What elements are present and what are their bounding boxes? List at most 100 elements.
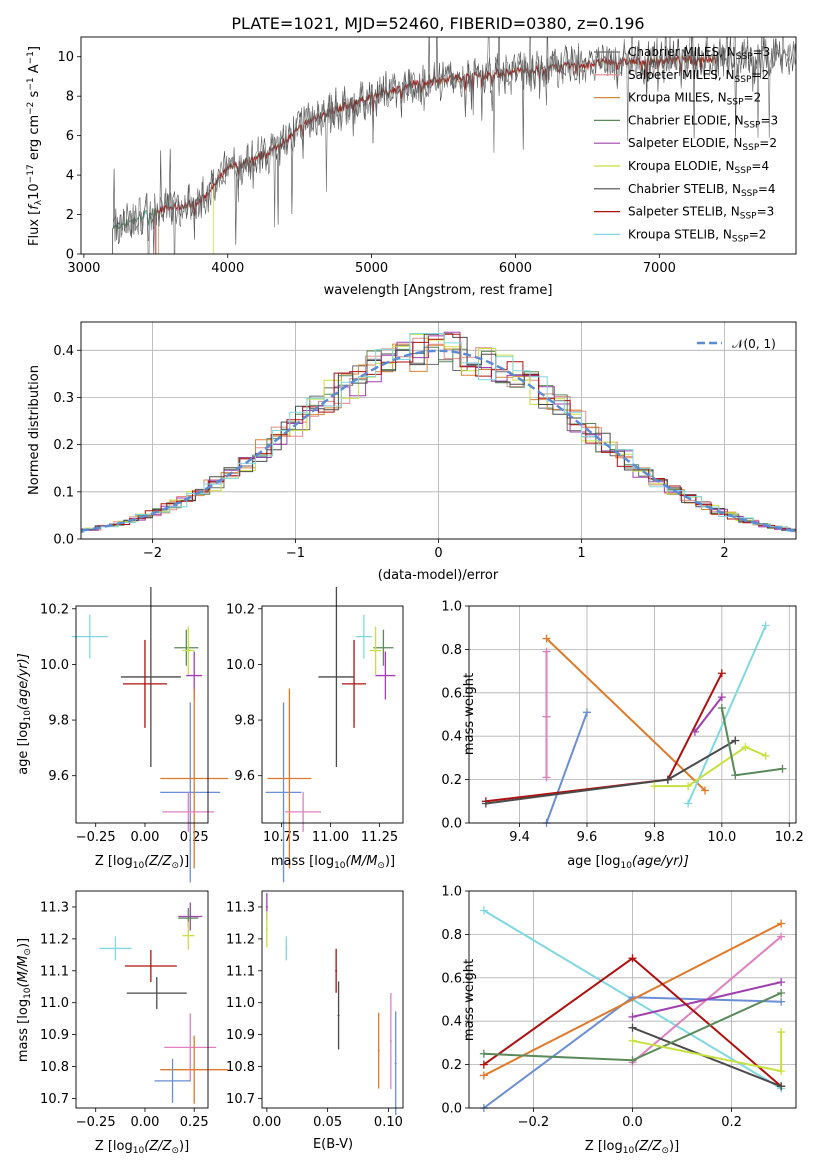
- y-tick-label: 11.1: [226, 964, 255, 979]
- legend-entry: Salpeter MILES, NSSP=2: [628, 68, 769, 85]
- weight-line: [654, 745, 767, 788]
- x-tick-label: 0: [434, 546, 442, 561]
- weight-marker: [628, 1056, 637, 1065]
- legend-entry: Kroupa MILES, NSSP=2: [628, 91, 761, 108]
- weight-marker: [761, 621, 770, 630]
- weight-line: [687, 625, 767, 804]
- weight-age-ylabel: mass weight: [462, 673, 477, 755]
- y-tick-label: 4: [66, 169, 74, 184]
- y-tick-label: 10.0: [226, 658, 255, 673]
- x-tick-label: 6000: [499, 261, 532, 276]
- histogram-plot: −2 −1 0 1 2 0.0 0.1 0.2 0.3 0.4 𝒩(0, 1): [53, 321, 797, 561]
- y-tick-label: 0.6: [441, 971, 462, 986]
- weight-marker: [628, 1023, 637, 1032]
- weight-marker: [731, 771, 740, 780]
- panel-mass-ebv: [265, 892, 397, 1116]
- age-mass-xlabel: mass [log10(M/M⊙)]: [271, 854, 395, 871]
- y-tick-label: 10.2: [226, 602, 255, 617]
- axes-frame: [80, 36, 797, 255]
- y-tick-label: 0.4: [441, 730, 462, 745]
- x-tick-label: 1: [577, 546, 585, 561]
- axes-frame: [261, 605, 404, 824]
- histogram-steps: [81, 331, 796, 533]
- spectrum-lines: [112, 37, 796, 254]
- x-tick-label: 9.6: [577, 830, 598, 845]
- weight-marker: [731, 736, 740, 745]
- weight-marker: [542, 647, 551, 656]
- histogram-xlabel: (data-model)/error: [378, 568, 499, 583]
- x-tick-label: 4000: [211, 261, 244, 276]
- y-tick-label: 2: [66, 208, 74, 223]
- weight-marker: [628, 1012, 637, 1021]
- weight-z-xlabel: Z [log10(Z/Z⊙)]: [585, 1139, 679, 1156]
- x-tick-label: 0.0: [622, 1115, 643, 1130]
- histogram-legend-label: 𝒩(0, 1): [732, 337, 776, 351]
- spectrum-title: PLATE=1021, MJD=52460, FIBERID=0380, z=0…: [231, 14, 644, 33]
- weight-marker: [542, 634, 551, 643]
- weight-marker: [777, 919, 786, 928]
- y-tick-label: 0.2: [441, 773, 462, 788]
- weight-marker: [777, 1082, 786, 1091]
- x-tick-label: −0.25: [76, 1115, 116, 1130]
- x-tick-label: 3000: [67, 261, 100, 276]
- y-tick-label: 9.8: [234, 714, 255, 729]
- y-tick-label: 11.0: [40, 996, 69, 1011]
- x-tick-label: 2: [720, 546, 728, 561]
- y-tick-label: 0.4: [53, 344, 74, 359]
- legend-entry: Chabrier MILES, NSSP=3: [628, 45, 770, 62]
- y-tick-label: 0.2: [53, 438, 74, 453]
- y-tick-label: 0.4: [441, 1015, 462, 1030]
- y-tick-label: 9.8: [48, 714, 69, 729]
- x-tick-label: 0.25: [180, 1115, 209, 1130]
- legend-entry: Kroupa ELODIE, NSSP=4: [628, 159, 769, 176]
- axes-frame: [80, 321, 797, 540]
- y-tick-label: 8: [66, 90, 74, 105]
- y-tick-label: 11.3: [226, 900, 255, 915]
- y-tick-label: 0: [66, 248, 74, 263]
- weight-marker: [663, 775, 672, 784]
- axes-frame: [75, 605, 209, 824]
- y-tick-label: 0.0: [441, 1102, 462, 1117]
- histogram-ylabel: Normed distribution: [27, 365, 42, 495]
- y-tick-label: 0.1: [53, 485, 74, 500]
- legend-entry: Chabrier STELIB, NSSP=4: [628, 182, 776, 199]
- x-tick-label: 10.2: [775, 830, 804, 845]
- weight-marker: [717, 703, 726, 712]
- weight-z-ylabel: mass weight: [462, 959, 477, 1041]
- weight-marker: [761, 751, 770, 760]
- x-tick-label: 0.00: [130, 1115, 159, 1130]
- weight-line: [632, 1032, 783, 1073]
- weight-line: [632, 1026, 782, 1088]
- y-tick-label: 11.1: [40, 964, 69, 979]
- panel-age-mass: [265, 586, 396, 883]
- y-tick-label: 1.0: [441, 885, 462, 900]
- weight-marker: [582, 708, 591, 717]
- weight-marker: [628, 1036, 637, 1045]
- y-tick-label: 10: [57, 50, 74, 65]
- y-tick-label: 11.3: [40, 900, 69, 915]
- weight-line: [485, 739, 736, 805]
- weight-marker: [777, 1067, 786, 1076]
- spectrum-ylabel: Flux [fλ10−17 erg cm−2 s−1 A−1]: [26, 46, 44, 246]
- weight-marker: [542, 773, 551, 782]
- y-tick-label: 10.0: [40, 658, 69, 673]
- y-tick-label: 0.8: [441, 928, 462, 943]
- weight-line: [545, 711, 588, 824]
- weight-marker: [778, 764, 787, 773]
- age-z-ylabel: age [log10(age/yr)]: [16, 653, 33, 775]
- weight-marker: [777, 932, 786, 941]
- x-tick-label: 5000: [355, 261, 388, 276]
- axes-frame: [261, 890, 404, 1109]
- y-tick-label: 10.8: [226, 1060, 255, 1075]
- weight-age-xlabel: age [log10(age/yr)]: [567, 854, 689, 871]
- x-tick-label: 11.00: [312, 830, 349, 845]
- y-tick-label: 1.0: [441, 600, 462, 615]
- y-tick-label: 9.6: [234, 769, 255, 784]
- weight-line: [694, 696, 723, 733]
- x-tick-label: −2: [143, 546, 162, 561]
- y-tick-label: 11.0: [226, 996, 255, 1011]
- legend-entry: Salpeter ELODIE, NSSP=2: [628, 136, 777, 153]
- weight-marker: [479, 1071, 488, 1080]
- x-tick-label: −0.2: [518, 1115, 550, 1130]
